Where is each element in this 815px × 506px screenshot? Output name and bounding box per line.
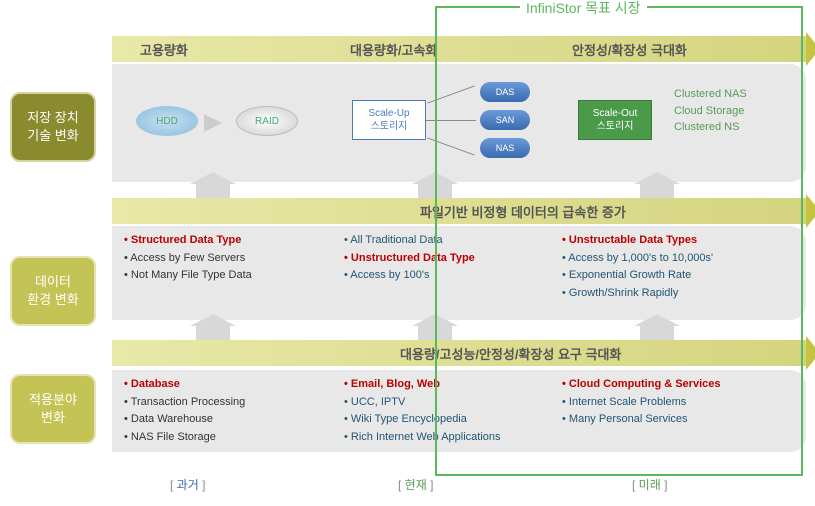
nas-pill: NAS [480,138,530,158]
timeline-future: [ 미래 ] [632,476,667,493]
data-future-3: • Growth/Shrink Rapidly [562,285,792,303]
data-future-col: • Unstructable Data Types • Access by 1,… [562,232,792,314]
target-market-label: InfiniStor 목표 시장 [520,0,647,18]
content-application: • Database • Transaction Processing • Da… [112,370,806,452]
content-storage: HDD RAID Scale-Up 스토리지 DAS SAN NAS Scale… [112,64,806,182]
row-label-application-text: 적용분야 변화 [29,391,77,427]
scaleout-box: Scale-Out 스토리지 [578,100,652,140]
arrow-band-1 [112,36,806,62]
app-past-1: • Transaction Processing [124,394,334,412]
data-future-2: • Exponential Growth Rate [562,267,792,285]
tl-present: 현재 [405,478,427,492]
header-r1c1: 고용량화 [140,40,188,59]
data-past-1: • Access by Few Servers [124,250,334,268]
app-present-0: • Email, Blog, Web [344,376,544,394]
bracket-r3: ] [661,478,668,492]
bracket-l3: [ [632,478,639,492]
app-past-3: • NAS File Storage [124,429,334,447]
data-present-0: • All Traditional Data [344,232,544,250]
san-pill: SAN [480,110,530,130]
hdd-node: HDD [136,106,198,136]
data-past-col: • Structured Data Type • Access by Few S… [124,232,334,314]
raid-node: RAID [236,106,298,136]
header-r1c2: 대용량화/고속화 [350,40,437,59]
app-present-3: • Rich Internet Web Applications [344,429,544,447]
storage-row: HDD RAID Scale-Up 스토리지 DAS SAN NAS Scale… [112,64,806,182]
data-past-2: • Not Many File Type Data [124,267,334,285]
timeline-past: [ 과거 ] [170,476,205,493]
app-present-col: • Email, Blog, Web • UCC, IPTV • Wiki Ty… [344,376,544,446]
bracket-l2: [ [398,478,405,492]
data-future-0: • Unstructable Data Types [562,232,792,250]
app-future-1: • Internet Scale Problems [562,394,792,412]
app-past-0: • Database [124,376,334,394]
data-past-0: • Structured Data Type [124,232,334,250]
diagram-root: InfiniStor 목표 시장 저장 장치 기술 변화 데이터 환경 변화 적… [0,0,815,506]
row-label-application: 적용분야 변화 [10,374,96,444]
app-present-1: • UCC, IPTV [344,394,544,412]
data-present-2: • Access by 100's [344,267,544,285]
storage-future-text: Clustered NAS Cloud Storage Clustered NS [674,86,747,136]
scaleout-text: Scale-Out 스토리지 [593,107,637,133]
data-present-1: • Unstructured Data Type [344,250,544,268]
timeline-present: [ 현재 ] [398,476,433,493]
data-present-col: • All Traditional Data • Unstructured Da… [344,232,544,314]
line-nas [427,137,474,155]
app-past-2: • Data Warehouse [124,411,334,429]
line-das [427,85,474,103]
app-future-0: • Cloud Computing & Services [562,376,792,394]
data-future-1: • Access by 1,000's to 10,000s' [562,250,792,268]
bracket-r1: ] [199,478,206,492]
header-r3: 대용량/고성능/안정성/확장성 요구 극대화 [400,344,621,363]
line-san [426,120,476,121]
header-r1c3: 안정성/확장성 극대화 [572,40,687,59]
row-label-data-text: 데이터 환경 변화 [27,273,78,309]
app-future-2: • Many Personal Services [562,411,792,429]
row-label-storage: 저장 장치 기술 변화 [10,92,96,162]
arrow-hdd-raid [204,114,222,132]
header-r2: 파일기반 비정형 데이터의 급속한 증가 [420,202,626,221]
app-future-col: • Cloud Computing & Services • Internet … [562,376,792,446]
content-data: • Structured Data Type • Access by Few S… [112,226,806,320]
row-label-data: 데이터 환경 변화 [10,256,96,326]
scaleup-box: Scale-Up 스토리지 [352,100,426,140]
row-label-storage-text: 저장 장치 기술 변화 [27,109,78,145]
tl-future: 미래 [639,478,661,492]
tl-past: 과거 [177,478,199,492]
scaleup-text: Scale-Up 스토리지 [368,107,409,133]
bracket-l1: [ [170,478,177,492]
bracket-r2: ] [427,478,434,492]
app-present-2: • Wiki Type Encyclopedia [344,411,544,429]
app-past-col: • Database • Transaction Processing • Da… [124,376,334,446]
das-pill: DAS [480,82,530,102]
